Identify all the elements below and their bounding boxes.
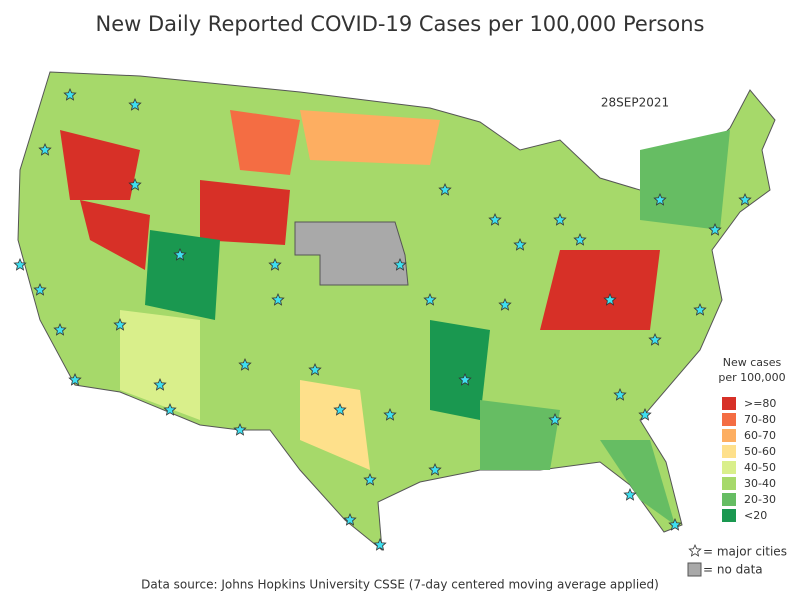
city-star — [648, 332, 662, 346]
city-star — [548, 412, 562, 426]
legend-label: >=80 — [744, 397, 776, 410]
city-star — [603, 292, 617, 306]
no-data-label: = no data — [703, 563, 763, 577]
city-star — [488, 212, 502, 226]
city-star — [708, 222, 722, 236]
legend-swatch — [722, 397, 736, 410]
no-data-region — [294, 221, 409, 286]
city-star — [363, 472, 377, 486]
city-star — [163, 402, 177, 416]
city-star — [393, 257, 407, 271]
legend-label: 40-50 — [744, 461, 776, 474]
city-star — [513, 237, 527, 251]
city-star — [271, 292, 285, 306]
legend-label: 20-30 — [744, 493, 776, 506]
region — [230, 110, 300, 175]
city-star — [613, 387, 627, 401]
region — [300, 380, 370, 470]
city-star — [573, 232, 587, 246]
legend-swatch — [722, 429, 736, 442]
legend-title: New cases — [723, 356, 782, 369]
legend-label: 50-60 — [744, 445, 776, 458]
city-star — [343, 512, 357, 526]
region — [300, 110, 440, 165]
legend-swatch — [722, 493, 736, 506]
city-stars — [13, 87, 752, 551]
legend: New cases per 100,000 >=80 70-80 60-70 50-60 4… — [687, 356, 787, 577]
city-star — [638, 407, 652, 421]
city-star — [333, 402, 347, 416]
city-star — [233, 422, 247, 436]
city-star — [438, 182, 452, 196]
region — [200, 180, 290, 245]
cities-label: = major cities — [703, 545, 787, 559]
city-star — [693, 302, 707, 316]
date: 28SEP2021 — [601, 96, 669, 110]
city-star — [268, 257, 282, 271]
city-star — [458, 372, 472, 386]
city-star — [498, 297, 512, 311]
legend-swatch — [722, 413, 736, 426]
city-star — [63, 87, 77, 101]
city-star — [113, 317, 127, 331]
legend-swatch — [722, 509, 736, 522]
us-map — [17, 71, 776, 552]
city-star — [373, 537, 387, 551]
region — [430, 320, 490, 420]
source: Data source: Johns Hopkins University CS… — [141, 578, 659, 592]
region — [120, 310, 200, 420]
region — [145, 230, 220, 320]
city-star — [428, 462, 442, 476]
city-star — [623, 487, 637, 501]
city-star — [383, 407, 397, 421]
legend-label: 60-70 — [744, 429, 776, 442]
region — [60, 130, 140, 200]
city-star — [668, 517, 682, 531]
city-star — [68, 372, 82, 386]
legend-label: 30-40 — [744, 477, 776, 490]
city-star — [128, 97, 142, 111]
region — [540, 250, 660, 330]
city-star — [653, 192, 667, 206]
city-star — [33, 282, 47, 296]
city-star — [53, 322, 67, 336]
legend-swatch — [722, 461, 736, 474]
city-star — [173, 247, 187, 261]
region — [480, 400, 560, 470]
region — [80, 200, 150, 270]
title: New Daily Reported COVID-19 Cases per 10… — [96, 12, 705, 36]
city-star — [38, 142, 52, 156]
legend-swatch — [722, 477, 736, 490]
legend-swatch — [722, 445, 736, 458]
city-star — [238, 357, 252, 371]
legend-title: per 100,000 — [718, 371, 785, 384]
legend-label: 70-80 — [744, 413, 776, 426]
city-star — [13, 257, 27, 271]
legend-star — [688, 543, 702, 557]
city-star — [738, 192, 752, 206]
no-data-swatch — [687, 562, 702, 577]
city-star — [308, 362, 322, 376]
region — [640, 130, 730, 230]
city-star — [128, 177, 142, 191]
city-star — [153, 377, 167, 391]
city-star — [553, 212, 567, 226]
city-star — [423, 292, 437, 306]
region — [600, 440, 675, 525]
legend-label: <20 — [744, 509, 767, 522]
